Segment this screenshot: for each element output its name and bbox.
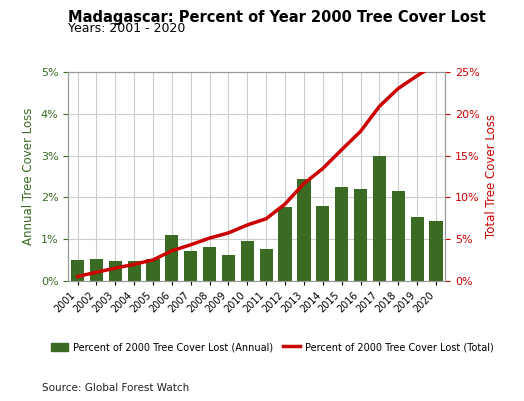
Text: Madagascar: Percent of Year 2000 Tree Cover Lost: Madagascar: Percent of Year 2000 Tree Co…: [68, 10, 486, 25]
Text: Source: Global Forest Watch: Source: Global Forest Watch: [42, 383, 189, 393]
Bar: [241, 241, 254, 281]
Bar: [203, 247, 216, 281]
Bar: [429, 221, 443, 281]
Bar: [316, 206, 330, 281]
Y-axis label: Total Tree Cover Loss: Total Tree Cover Loss: [485, 114, 498, 239]
Bar: [127, 261, 141, 281]
Bar: [222, 255, 235, 281]
Text: Years: 2001 - 2020: Years: 2001 - 2020: [68, 22, 185, 35]
Bar: [165, 235, 179, 281]
Bar: [335, 187, 348, 281]
Bar: [410, 217, 424, 281]
Bar: [278, 207, 292, 281]
Bar: [108, 261, 122, 281]
Y-axis label: Annual Tree Cover Loss: Annual Tree Cover Loss: [22, 108, 35, 245]
Legend: Percent of 2000 Tree Cover Lost (Annual), Percent of 2000 Tree Cover Lost (Total: Percent of 2000 Tree Cover Lost (Annual)…: [47, 338, 498, 356]
Bar: [90, 259, 103, 281]
Bar: [297, 178, 311, 281]
Bar: [184, 251, 198, 281]
Bar: [373, 156, 386, 281]
Bar: [391, 191, 405, 281]
Bar: [71, 260, 84, 281]
Bar: [146, 259, 160, 281]
Bar: [354, 189, 367, 281]
Bar: [259, 249, 273, 281]
